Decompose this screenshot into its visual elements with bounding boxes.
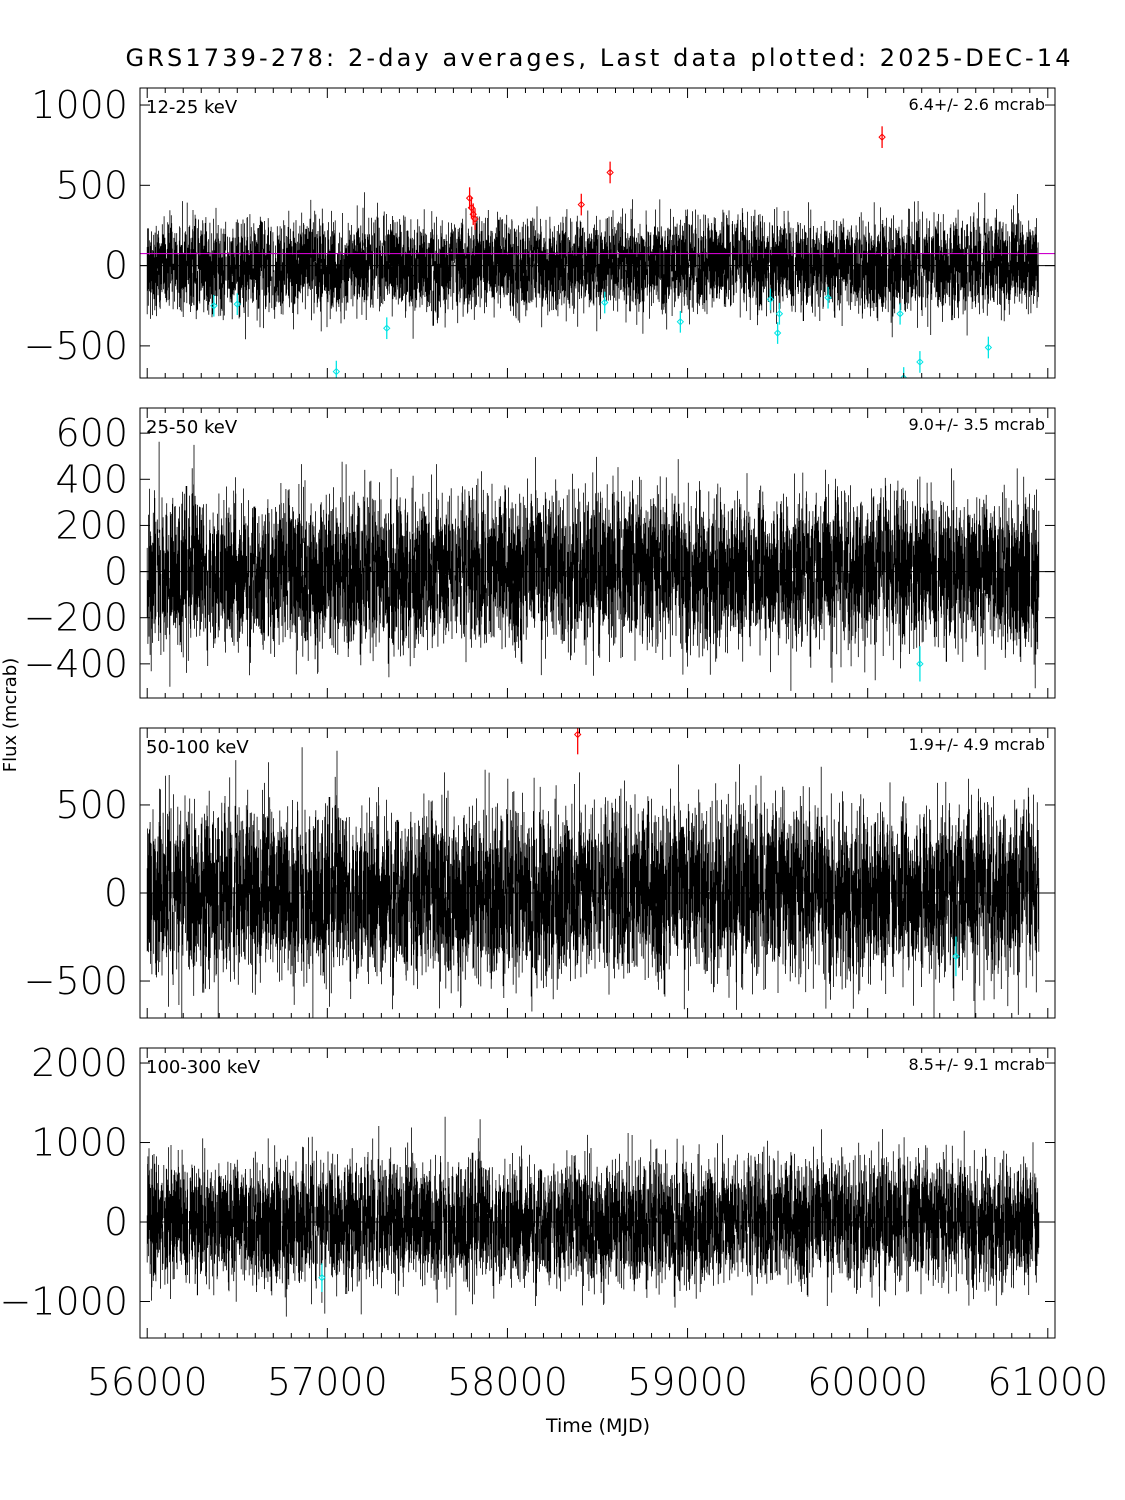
high-point: [577, 200, 585, 209]
y-tick-label: 500: [55, 163, 128, 207]
x-axis-label: Time (MJD): [545, 1415, 650, 1437]
y-tick-label: 2000: [31, 1041, 128, 1085]
data-series: [140, 1116, 1055, 1317]
x-tick-label: 60000: [807, 1360, 928, 1404]
low-point: [383, 324, 391, 332]
y-tick-label: −500: [24, 324, 128, 368]
y-tick-label: 0: [104, 1200, 128, 1244]
low-point: [600, 298, 609, 307]
low-point: [824, 294, 832, 302]
mean-flux-label: 1.9+/- 4.9 mcrab: [908, 735, 1045, 754]
low-point: [952, 952, 960, 961]
low-point: [984, 343, 993, 352]
high-point: [471, 215, 479, 223]
x-tick-label: 57000: [267, 1360, 388, 1404]
data-series: [140, 126, 1055, 378]
energy-band-label: 50-100 keV: [146, 737, 249, 758]
low-point: [916, 660, 924, 668]
energy-band-label: 12-25 keV: [146, 97, 238, 118]
y-tick-label: 500: [55, 783, 128, 827]
y-tick-label: 1000: [31, 83, 128, 127]
error-bars: [146, 1116, 1040, 1317]
low-point: [318, 1273, 326, 1282]
high-point: [878, 133, 886, 141]
data-series: [140, 441, 1055, 691]
y-tick-label: 400: [55, 457, 128, 501]
y-tick-label: −200: [24, 596, 128, 640]
y-tick-label: −400: [24, 642, 128, 686]
y-tick-label: 1000: [31, 1121, 128, 1165]
panel-3: −500 0 500 50-100 keV 1.9+/- 4.9 mcrab: [24, 727, 1056, 1019]
chart-title: GRS1739-278: 2-day averages, Last data p…: [126, 44, 1071, 72]
x-tick-label: 56000: [87, 1360, 208, 1404]
mean-flux-label: 9.0+/- 3.5 mcrab: [908, 415, 1045, 434]
low-point: [896, 310, 904, 318]
low-point: [773, 329, 782, 337]
x-tick-label: 61000: [987, 1360, 1108, 1404]
error-bars: [146, 747, 1040, 1018]
error-bars: [146, 192, 1039, 340]
y-tick-label: 0: [104, 550, 128, 594]
panels: −500 0 500 1000 12-25 keV 6.4+/- 2.6 mcrab −40…: [0, 83, 1108, 1404]
low-point: [766, 295, 775, 304]
y-tick-label: 0: [104, 871, 128, 915]
low-point: [916, 358, 924, 366]
energy-band-label: 100-300 keV: [146, 1057, 261, 1078]
y-tick-label: −1000: [0, 1280, 128, 1324]
data-series: [140, 728, 1055, 1018]
low-point: [233, 300, 241, 308]
y-tick-label: 200: [55, 503, 128, 547]
low-point: [210, 302, 218, 310]
mean-flux-label: 8.5+/- 9.1 mcrab: [908, 1055, 1045, 1074]
panel-4: −1000 0 1000 2000 100-300 keV 8.5+/- 9.1 mcra…: [0, 1041, 1056, 1339]
low-point: [899, 374, 908, 378]
low-point: [676, 318, 685, 326]
energy-band-label: 25-50 keV: [146, 417, 238, 438]
x-tick-label: 58000: [447, 1360, 568, 1404]
y-tick-label: −500: [24, 959, 128, 1003]
high-point: [606, 168, 614, 177]
high-point: [573, 730, 582, 739]
panel-1: −500 0 500 1000 12-25 keV 6.4+/- 2.6 mcrab: [24, 83, 1056, 379]
error-bars: [146, 441, 1040, 691]
low-point: [332, 367, 341, 376]
mean-flux-label: 6.4+/- 2.6 mcrab: [908, 95, 1045, 114]
y-axis-label: Flux (mcrab): [0, 658, 21, 772]
low-point: [775, 310, 784, 318]
y-tick-label: 600: [55, 411, 128, 455]
x-tick-label: 59000: [627, 1360, 748, 1404]
y-tick-label: 0: [104, 244, 128, 288]
